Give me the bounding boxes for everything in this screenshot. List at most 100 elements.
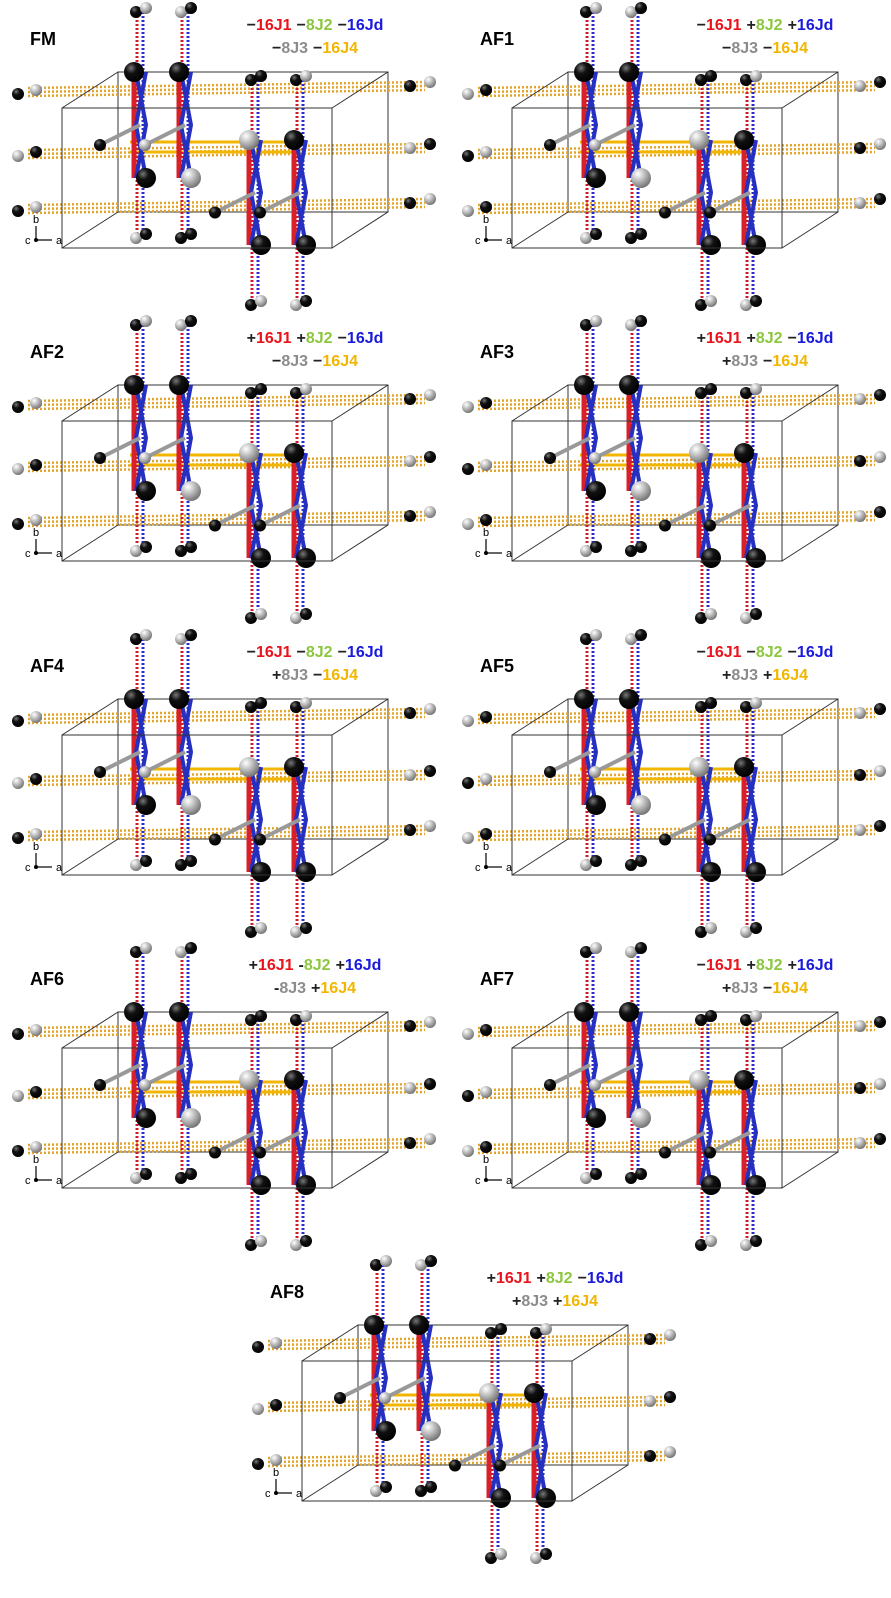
atom [296,548,316,568]
cell-edge [782,385,838,421]
atom [12,88,24,100]
cell-edge [62,525,118,561]
term-sign: + [247,330,256,347]
atom [574,689,594,709]
atom [185,315,197,327]
atom [750,295,762,307]
atom [644,1450,656,1462]
panel: bcaAF1−16J1+8J2+16Jd−8J3−16J4 [462,2,886,311]
j4-chain [478,403,875,409]
atom [380,1255,392,1267]
term: 8J2 [756,957,783,974]
atom [300,1235,312,1247]
atom [12,463,24,475]
atom [659,207,671,219]
atom [425,1481,437,1493]
term-sign: − [763,353,772,370]
atom [255,383,267,395]
term: 8J2 [756,644,783,661]
term: 16J4 [320,980,356,997]
term: 16J1 [256,330,292,347]
energy-expression: +16J1+8J2−16Jd [487,1270,624,1287]
term: 8J2 [756,330,783,347]
atom [619,689,639,709]
atom [659,520,671,532]
cell-edge [782,839,838,875]
term-sign: + [697,330,706,347]
atom [704,207,716,219]
atom [404,455,416,467]
atom [209,207,221,219]
axis-label: c [475,862,481,874]
cell-edge [332,385,388,421]
atom [462,518,474,530]
atom [544,766,556,778]
atom [631,1108,651,1128]
axis-dot [484,865,488,869]
atom [874,76,886,88]
atom [586,795,606,815]
cell-edge [332,1012,388,1048]
term: 8J3 [281,353,308,370]
panel: bcaAF2+16J1+8J2−16Jd−8J3−16J4 [12,315,436,624]
atom [750,608,762,620]
atom [590,855,602,867]
atom [404,824,416,836]
atom [854,769,866,781]
cell-edge [782,72,838,108]
axis-label: b [483,214,489,226]
term: 16J4 [322,667,358,684]
atom [480,201,492,213]
energy-expression: +8J3+16J4 [512,1293,598,1310]
atom [255,295,267,307]
figure: bcaFM−16J1−8J2−16Jd−8J3−16J4bcaAF1−16J1+… [0,0,891,1598]
atom [12,401,24,413]
atom [12,715,24,727]
atom [139,452,151,464]
atom [30,459,42,471]
atom [664,1329,676,1341]
atom [380,1481,392,1493]
atom [746,862,766,882]
term: 16J4 [772,667,808,684]
atom [480,828,492,840]
atom [659,834,671,846]
atom [734,130,754,150]
atom [540,1323,552,1335]
atom [169,1002,189,1022]
cell-edge [332,525,388,561]
atom [689,443,709,463]
axis-label: a [56,862,63,874]
axis-label: a [506,1175,513,1187]
cell-edge [512,1152,568,1188]
atom [300,383,312,395]
atom [30,1141,42,1153]
atom [586,1108,606,1128]
term-sign: + [763,667,772,684]
term-sign: − [272,353,281,370]
atom [705,1010,717,1022]
axis-label: a [56,1175,63,1187]
atom [734,757,754,777]
term: 16J4 [562,1293,598,1310]
atom [185,942,197,954]
term: 16Jd [347,644,383,661]
cell-edge [782,525,838,561]
atom [480,711,492,723]
atom [425,1255,437,1267]
term-sign: + [788,957,797,974]
atom [635,942,647,954]
axis-dot [34,1178,38,1182]
term: 16Jd [797,330,833,347]
term-sign: − [297,17,306,34]
atom [124,1002,144,1022]
atom [589,452,601,464]
energy-expression: +16J1+8J2−16Jd [247,330,384,347]
atom [734,1070,754,1090]
panel-label: AF7 [480,969,514,989]
atom [94,452,106,464]
atom [619,62,639,82]
atom [705,295,717,307]
term: 16J1 [256,644,292,661]
